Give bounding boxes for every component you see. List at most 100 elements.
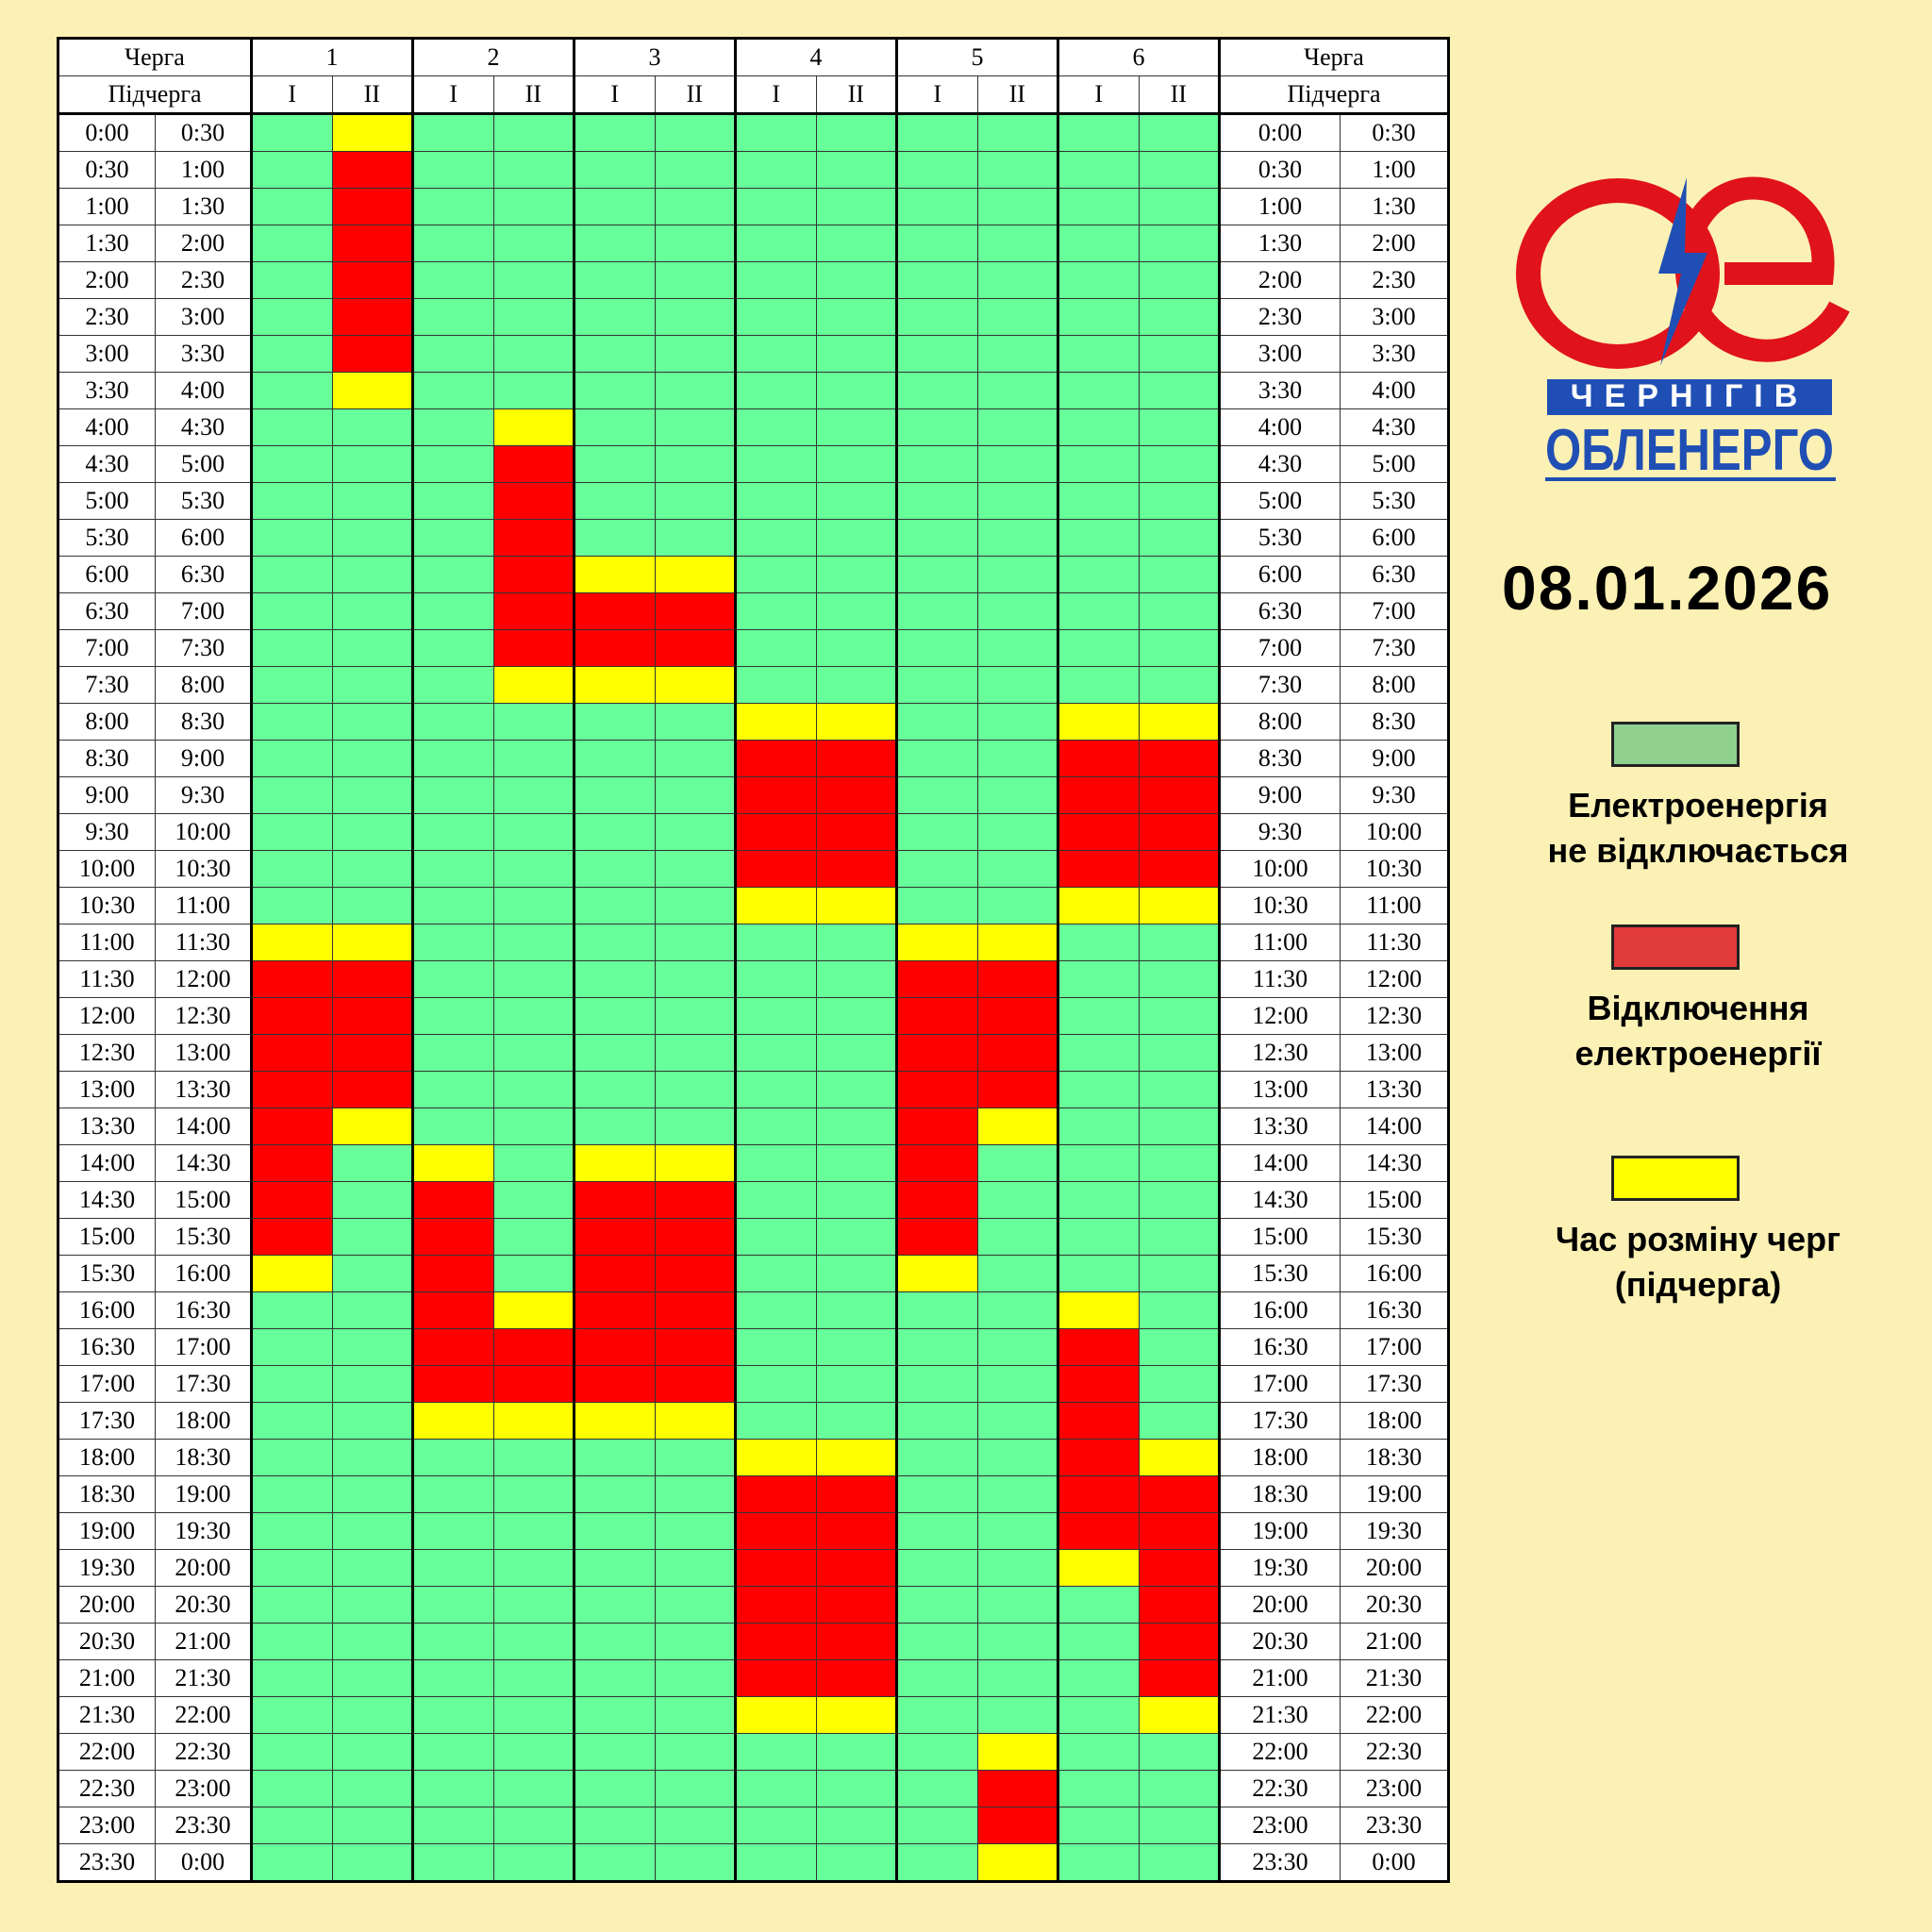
schedule-cell xyxy=(1138,1144,1220,1182)
time-to: 6:00 xyxy=(155,519,252,557)
time-row: 16:30 17:00 16:30 17:00 xyxy=(58,1328,1449,1366)
schedule-cell xyxy=(411,1475,494,1513)
time-from: 4:30 xyxy=(1218,445,1341,483)
schedule-cell xyxy=(815,1843,897,1882)
legend-line: не відключається xyxy=(1547,831,1849,870)
time-to: 20:00 xyxy=(1340,1549,1449,1587)
time-row: 4:30 5:00 4:30 5:00 xyxy=(58,445,1449,483)
schedule-cell xyxy=(895,1181,978,1219)
legend-swatch xyxy=(1611,722,1740,767)
schedule-cell xyxy=(976,1365,1058,1403)
schedule-cell xyxy=(250,1549,333,1587)
schedule-cell xyxy=(654,1623,736,1660)
time-from: 14:00 xyxy=(58,1144,156,1182)
schedule-cell xyxy=(250,151,333,189)
schedule-cell xyxy=(1138,261,1220,299)
queue-number: 4 xyxy=(734,38,897,76)
schedule-cell xyxy=(331,1475,413,1513)
time-to: 17:00 xyxy=(1340,1328,1449,1366)
schedule-cell xyxy=(734,1402,817,1440)
schedule-cell xyxy=(1057,1034,1140,1072)
time-row: 23:00 23:30 23:00 23:30 xyxy=(58,1807,1449,1844)
schedule-cell xyxy=(1138,1071,1220,1108)
time-from: 7:00 xyxy=(58,629,156,667)
schedule-cell xyxy=(734,666,817,704)
schedule-cell xyxy=(654,1144,736,1182)
schedule-cell xyxy=(734,960,817,998)
time-to: 18:30 xyxy=(155,1439,252,1476)
subqueue-number: I xyxy=(250,75,333,115)
schedule-cell xyxy=(1057,703,1140,741)
time-to: 0:00 xyxy=(1340,1843,1449,1882)
time-from: 11:00 xyxy=(1218,924,1341,961)
schedule-cell xyxy=(734,151,817,189)
schedule-cell xyxy=(734,1144,817,1182)
schedule-cell xyxy=(573,225,656,262)
schedule-cell xyxy=(1138,335,1220,373)
schedule-cell xyxy=(250,1512,333,1550)
schedule-cell xyxy=(1138,1843,1220,1882)
time-to: 17:30 xyxy=(1340,1365,1449,1403)
schedule-cell xyxy=(492,1475,575,1513)
time-to: 13:30 xyxy=(155,1071,252,1108)
schedule-cell xyxy=(895,298,978,336)
schedule-cell xyxy=(895,1402,978,1440)
time-from: 3:30 xyxy=(1218,372,1341,409)
schedule-cell xyxy=(573,556,656,593)
schedule-cell xyxy=(654,1586,736,1624)
schedule-cell xyxy=(976,1659,1058,1697)
schedule-cell xyxy=(250,1181,333,1219)
time-row: 5:30 6:00 5:30 6:00 xyxy=(58,519,1449,557)
schedule-cell xyxy=(976,703,1058,741)
schedule-cell xyxy=(573,261,656,299)
schedule-cell xyxy=(573,813,656,851)
time-to: 14:30 xyxy=(1340,1144,1449,1182)
queue-number: 5 xyxy=(895,38,1058,76)
schedule-cell xyxy=(895,1770,978,1807)
schedule-cell xyxy=(492,1843,575,1882)
schedule-cell xyxy=(815,1034,897,1072)
schedule-cell xyxy=(815,261,897,299)
schedule-cell xyxy=(976,813,1058,851)
subqueue-label: Підчерга xyxy=(58,75,252,115)
schedule-cell xyxy=(250,1218,333,1256)
time-to: 18:00 xyxy=(155,1402,252,1440)
time-from: 2:30 xyxy=(1218,298,1341,336)
schedule-cell xyxy=(492,1659,575,1697)
schedule-cell xyxy=(654,776,736,814)
schedule-cell xyxy=(411,151,494,189)
time-from: 14:30 xyxy=(1218,1181,1341,1219)
schedule-cell xyxy=(492,887,575,924)
time-to: 23:30 xyxy=(155,1807,252,1844)
schedule-cell xyxy=(976,1512,1058,1550)
schedule-cell xyxy=(895,1144,978,1182)
time-from: 22:00 xyxy=(58,1733,156,1771)
schedule-cell xyxy=(250,960,333,998)
schedule-cell xyxy=(654,225,736,262)
time-from: 14:30 xyxy=(58,1181,156,1219)
time-to: 12:00 xyxy=(1340,960,1449,998)
schedule-cell xyxy=(1057,740,1140,777)
schedule-cell xyxy=(1057,1512,1140,1550)
schedule-cell xyxy=(1057,372,1140,409)
schedule-cell xyxy=(734,519,817,557)
time-from: 9:30 xyxy=(58,813,156,851)
schedule-cell xyxy=(331,924,413,961)
schedule-cell xyxy=(976,1770,1058,1807)
schedule-cell xyxy=(331,1623,413,1660)
schedule-cell xyxy=(492,1770,575,1807)
schedule-cell xyxy=(654,703,736,741)
schedule-cell xyxy=(895,1659,978,1697)
time-row: 18:00 18:30 18:00 18:30 xyxy=(58,1439,1449,1476)
schedule-cell xyxy=(1138,813,1220,851)
time-row: 17:30 18:00 17:30 18:00 xyxy=(58,1402,1449,1440)
schedule-cell xyxy=(654,592,736,630)
schedule-cell xyxy=(411,1108,494,1145)
schedule-cell xyxy=(331,519,413,557)
schedule-cell xyxy=(1138,113,1220,152)
schedule-cell xyxy=(331,1770,413,1807)
time-from: 17:00 xyxy=(58,1365,156,1403)
schedule-cell xyxy=(1138,1696,1220,1734)
subqueue-number: I xyxy=(1057,75,1140,115)
